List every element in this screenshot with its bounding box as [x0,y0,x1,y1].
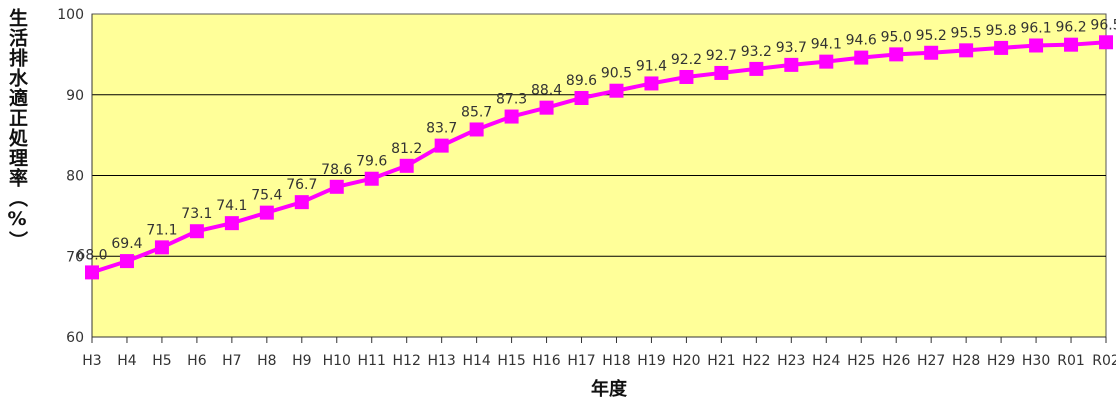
data-label: 78.6 [321,162,352,178]
data-label: 79.6 [356,154,387,170]
x-tick-label: H11 [358,353,386,369]
data-label: 81.2 [391,141,422,157]
x-tick-label: H4 [117,353,137,369]
x-axis-title: 年度 [591,378,628,400]
x-tick-label: H28 [952,353,980,369]
x-tick-label: H23 [777,353,805,369]
x-tick-label: H22 [742,353,770,369]
data-point-marker [224,216,239,231]
data-point-marker [609,83,624,98]
x-tick-label: H5 [152,353,171,369]
y-tick-label: 70 [66,249,84,265]
data-label: 95.0 [881,29,912,45]
data-label: 85.7 [461,104,492,120]
data-label: 75.4 [251,188,282,204]
x-tick-label: H20 [672,353,700,369]
x-tick-label: H24 [812,353,840,369]
x-tick-label: H19 [637,353,665,369]
data-point-marker [679,69,694,84]
x-tick-label: H17 [567,353,595,369]
x-tick-label: H14 [462,353,490,369]
data-label: 95.2 [916,28,947,44]
data-point-marker [749,61,764,76]
x-tick-label: R02 [1092,353,1116,369]
x-tick-label: H16 [532,353,560,369]
data-point-marker [1099,35,1113,50]
x-tick-label: H30 [1022,353,1050,369]
x-tick-label: H13 [427,353,455,369]
data-point-marker [189,224,204,239]
x-tick-label: H8 [257,353,276,369]
data-label: 96.2 [1055,20,1086,36]
data-point-marker [259,205,274,220]
data-label: 83.7 [426,121,457,137]
data-point-marker [434,138,449,153]
x-tick-label: H7 [222,353,241,369]
data-label: 95.8 [986,23,1017,39]
y-tick-label: 100 [57,7,84,23]
data-point-marker [574,90,589,105]
data-point-marker [819,54,834,69]
data-label: 96.5 [1090,17,1116,33]
x-tick-label: H15 [497,353,525,369]
data-label: 95.5 [951,25,982,41]
data-label: 87.3 [496,92,527,108]
data-point-marker [714,65,729,80]
data-label: 74.1 [216,198,247,214]
data-label: 93.7 [776,40,807,56]
data-point-marker [924,45,939,60]
data-point-marker [399,158,414,173]
x-tick-label: H9 [292,353,311,369]
data-label: 94.6 [846,33,877,49]
data-point-marker [889,47,904,62]
data-point-marker [364,171,379,186]
data-point-marker [329,179,344,194]
y-tick-label: 60 [66,330,84,346]
data-label: 92.7 [706,48,737,64]
data-label: 68.0 [76,247,107,263]
data-point-marker [1029,38,1044,53]
x-tick-label: H6 [187,353,207,369]
x-tick-label: H18 [602,353,630,369]
data-label: 90.5 [601,66,632,82]
data-label: 96.1 [1020,20,1051,36]
data-point-marker [1064,37,1079,52]
data-point-marker [539,100,554,115]
x-tick-label: H3 [82,353,101,369]
data-point-marker [784,57,799,72]
data-point-marker [504,109,519,124]
x-tick-label: H25 [847,353,875,369]
data-point-marker [994,40,1009,55]
data-label: 73.1 [181,206,212,222]
data-label: 89.6 [566,73,597,89]
y-tick-label: 90 [66,88,84,104]
data-label: 91.4 [636,58,667,74]
data-point-marker [469,122,484,137]
x-tick-label: R01 [1057,353,1085,369]
data-point-marker [154,240,169,255]
data-point-marker [854,50,869,65]
x-tick-label: H26 [882,353,910,369]
data-label: 76.7 [286,177,317,193]
x-tick-label: H10 [323,353,351,369]
data-label: 93.2 [741,44,772,60]
data-point-marker [294,195,309,210]
data-label: 94.1 [811,37,842,53]
data-point-marker [959,43,974,58]
data-label: 69.4 [111,236,142,252]
data-point-marker [85,265,99,280]
x-tick-label: H27 [917,353,945,369]
x-tick-label: H29 [987,353,1015,369]
data-label: 92.2 [671,52,702,68]
x-tick-label: H12 [393,353,421,369]
x-tick-label: H21 [707,353,735,369]
data-label: 71.1 [146,222,177,238]
data-point-marker [119,254,134,269]
y-axis-title: 生活排水適正処理率（%） [6,8,28,251]
data-point-marker [644,76,659,91]
y-tick-label: 80 [66,169,84,185]
data-label: 88.4 [531,83,562,99]
